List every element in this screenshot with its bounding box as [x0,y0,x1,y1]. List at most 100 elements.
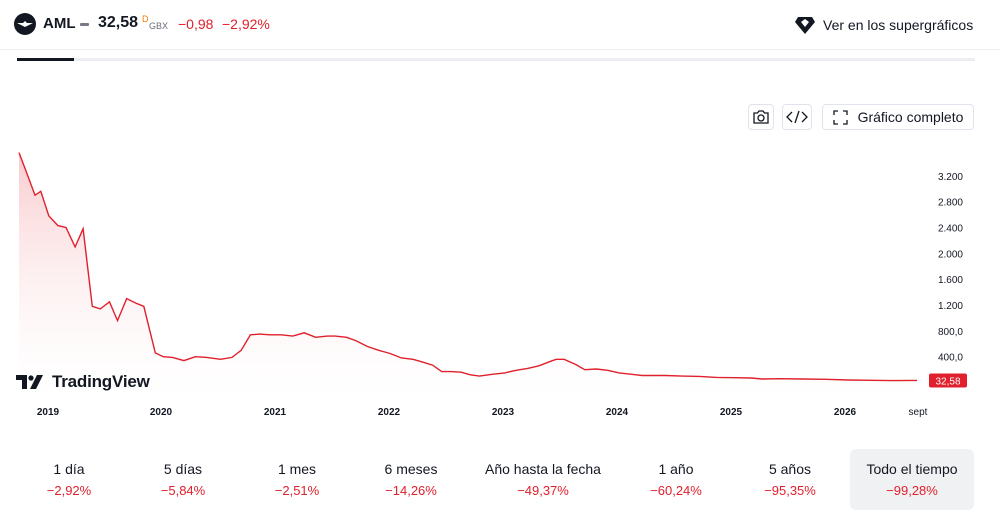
embed-button[interactable] [782,104,812,130]
data-point [154,352,156,354]
range-label: Año hasta la fecha [485,461,601,477]
range-change: −49,37% [517,483,569,498]
x-tick-label: 2026 [834,407,857,418]
open-supercharts-button[interactable]: Ver en los supergráficos [795,12,973,38]
data-point [25,170,27,172]
data-point [65,226,67,228]
diamond-icon [795,17,815,34]
data-point [389,352,391,354]
data-point [240,349,242,351]
data-point [515,369,517,371]
data-point [750,377,752,379]
range-change: −2,92% [46,483,92,498]
range-selector: 1 día −2,92% 5 días −5,84% 1 mes −2,51% 6 mese… [14,449,976,510]
data-point [34,194,36,196]
data-point [824,378,826,380]
data-point [183,359,185,361]
price-area-chart[interactable]: 3.200 2.800 2.400 2.000 1.600 1.200 800,0 400,0… [0,140,1000,425]
range-option[interactable]: 5 días −5,84% [133,449,233,510]
data-point [91,305,93,307]
tab-active-indicator[interactable] [17,58,74,61]
data-point [162,356,164,358]
range-change: −2,51% [274,483,320,498]
data-point [526,367,528,369]
data-point [249,334,251,336]
data-point [303,332,305,334]
camera-icon [753,110,769,124]
range-label: Todo el tiempo [866,461,958,477]
range-option[interactable]: Año hasta la fecha −49,37% [468,449,618,510]
data-point [171,356,173,358]
data-point [57,224,59,226]
range-change: −95,35% [764,483,816,498]
x-tick-label: 2021 [264,407,287,418]
data-point [82,228,84,230]
delayed-flag: D [142,14,149,24]
range-label: 5 días [163,461,203,477]
data-point [40,190,42,192]
range-change: −60,24% [650,483,702,498]
data-point [206,356,208,358]
data-point [801,378,803,380]
data-point [74,246,76,248]
data-point [345,336,347,338]
price-area-fill [19,152,917,398]
data-point [378,349,380,351]
currency-code: GBX [149,21,169,31]
data-point [292,335,294,337]
data-point [607,369,609,371]
data-point [575,363,577,365]
range-option[interactable]: 6 meses −14,26% [361,449,461,510]
data-point [400,357,402,359]
range-label: 1 mes [277,461,317,477]
data-point [504,372,506,374]
data-point [664,374,666,376]
data-point [641,374,643,376]
data-point [143,305,145,307]
data-point [269,334,271,336]
data-point [334,335,336,337]
tradingview-logo: TradingView [16,372,150,392]
range-option[interactable]: 1 año −60,24% [626,449,726,510]
data-point [847,379,849,381]
data-point [421,361,423,363]
last-price-tag: 32,58 [929,373,967,388]
range-option[interactable]: 1 día −2,92% [19,449,119,510]
data-point [761,378,763,380]
y-tick-label: 1.600 [938,275,963,286]
y-tick-label: 2.800 [938,198,963,209]
price-change-percent: −2,92% [222,16,270,32]
symbol-ticker[interactable]: AML [43,15,76,32]
data-point [48,215,50,217]
data-point [549,360,551,362]
data-point [315,336,317,338]
data-point [280,334,282,336]
data-point [126,297,128,299]
data-point [355,339,357,341]
data-point [18,151,20,153]
range-option[interactable]: 1 mes −2,51% [247,449,347,510]
last-price: 32,58 [98,14,139,31]
data-point [412,358,414,360]
data-point [431,364,433,366]
range-option[interactable]: Todo el tiempo −99,28% [850,449,974,510]
data-point [460,371,462,373]
range-change: −14,26% [385,483,437,498]
data-point [258,333,260,335]
snapshot-button[interactable] [748,104,774,130]
range-change: −5,84% [160,483,206,498]
data-point [555,358,557,360]
y-tick-label: 2.400 [938,224,963,235]
price-line [18,152,918,382]
data-point [108,301,110,303]
fullscreen-label: Gráfico completo [857,109,964,125]
data-point [715,376,717,378]
range-label: 1 día [53,461,85,477]
data-point [469,374,471,376]
range-option[interactable]: 5 años −95,35% [740,449,840,510]
supercharts-label: Ver en los supergráficos [823,17,974,33]
y-tick-label: 1.200 [938,301,963,312]
y-tick-label: 400,0 [938,353,963,364]
separator-dash [80,23,89,26]
fullscreen-chart-button[interactable]: Gráfico completo [822,104,974,130]
